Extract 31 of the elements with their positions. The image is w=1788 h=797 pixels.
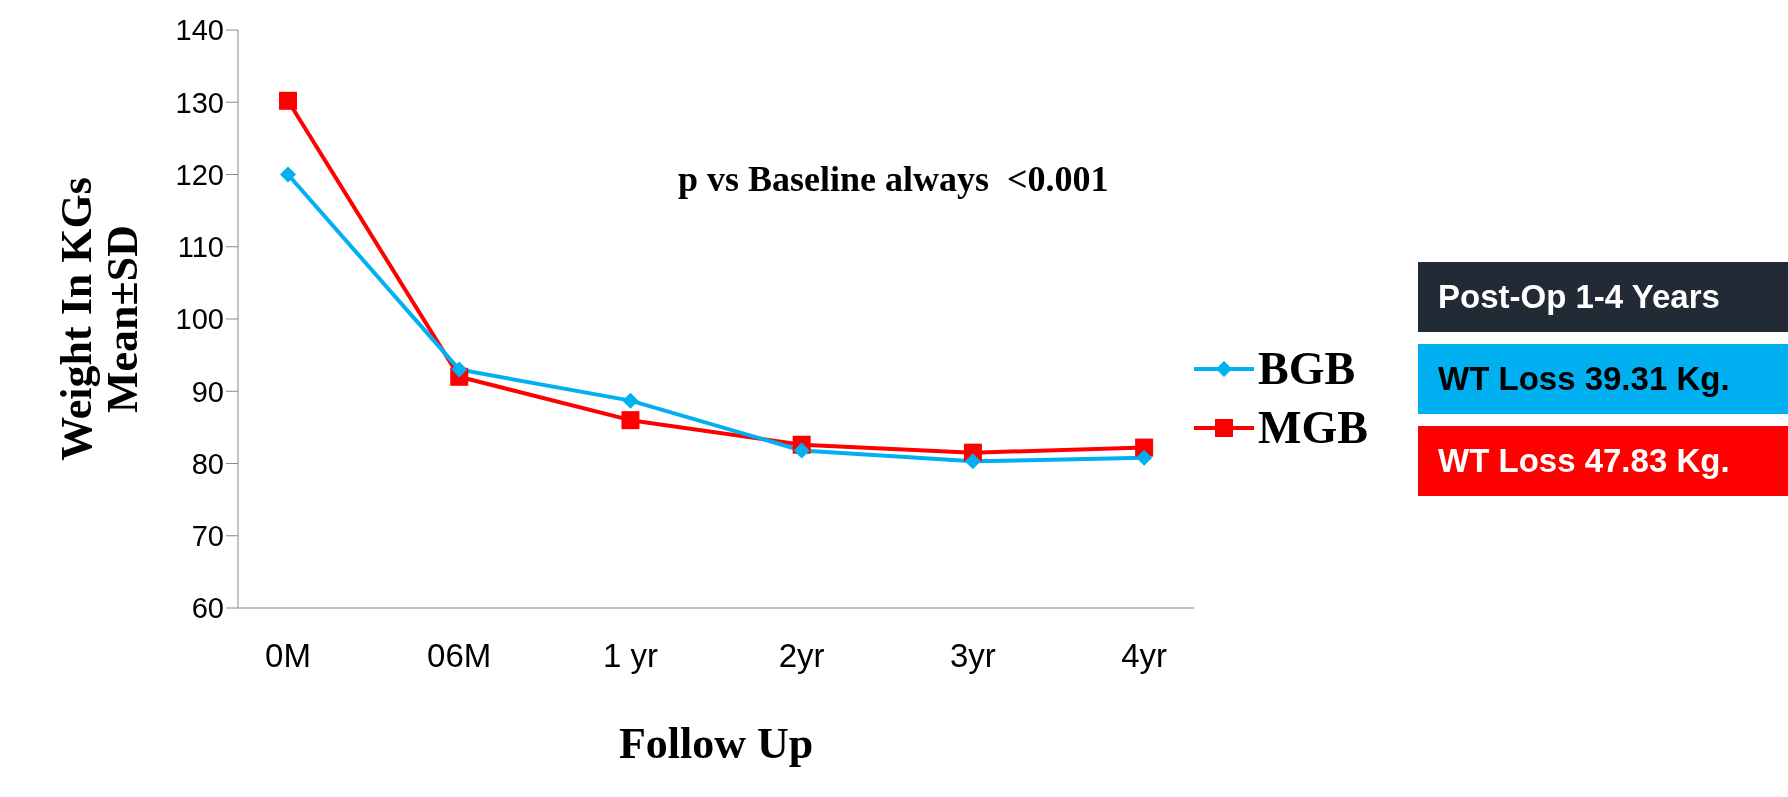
- text: WT Loss 39.31 Kg.: [1418, 344, 1788, 414]
- legend-label: BGB: [1258, 342, 1356, 395]
- point: [279, 91, 297, 110]
- annotation: p vs Baseline always <0.001: [678, 158, 1109, 200]
- point: [964, 453, 981, 470]
- y-tick-label: 80: [191, 447, 224, 480]
- point: [451, 361, 468, 378]
- y-tick-label: 110: [177, 231, 224, 264]
- y-tick-label: 120: [175, 158, 224, 191]
- point: [793, 442, 810, 459]
- point: [621, 411, 640, 430]
- point: [280, 166, 296, 183]
- x-axis-title: Follow Up: [618, 719, 814, 768]
- y-axis-title: Weight In KGs Mean±SD: [52, 177, 147, 461]
- x-tick-label: 06M: [427, 637, 492, 675]
- text: WT Loss 47.83 Kg.: [1418, 426, 1788, 496]
- y-tick-label: 100: [175, 303, 224, 336]
- x-tick-label: 3yr: [949, 637, 996, 675]
- y-tick-label: 60: [191, 592, 224, 625]
- y-tick-label: 130: [175, 86, 224, 119]
- x-tick-label: 4yr: [1121, 637, 1168, 675]
- text: Post-Op 1-4 Years: [1418, 262, 1788, 332]
- x-tick-label: 2yr: [778, 637, 825, 675]
- x-tick-label: 0M: [265, 637, 311, 675]
- y-tick-label: 140: [175, 14, 224, 47]
- point: [622, 392, 639, 409]
- y-tick-label: 70: [191, 520, 224, 553]
- legend-label: MGB: [1258, 401, 1368, 454]
- point: [1136, 449, 1153, 466]
- y-tick-label: 90: [191, 375, 224, 408]
- x-tick-label: 1 yr: [602, 637, 658, 675]
